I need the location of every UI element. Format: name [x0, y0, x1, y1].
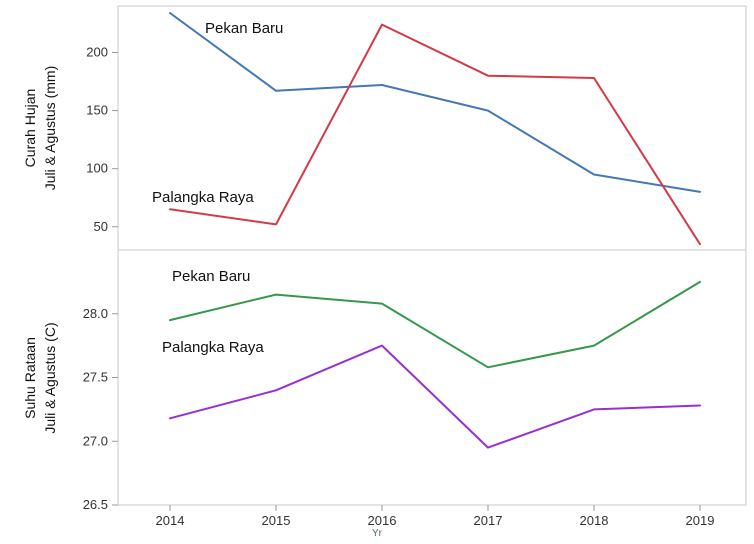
- y-axis-label-temperature: Suhu Rataan Juli & Agustus (C): [22, 322, 59, 434]
- x-tick-label: 2017: [474, 513, 503, 528]
- x-axis-title: Yr: [372, 528, 382, 539]
- x-tick-label: 2018: [580, 513, 609, 528]
- series-line-palangka-raya-top: [169, 23, 701, 246]
- series-label-pekan-baru-top: Pekan Baru: [205, 20, 283, 37]
- x-tick-label: 2016: [368, 513, 397, 528]
- series-label-palangka-raya-bottom: Palangka Raya: [162, 339, 264, 356]
- y-tick-label: 26.5: [83, 497, 108, 512]
- series-line-palangka-raya-bottom: [169, 344, 701, 449]
- panel-border-top: [117, 5, 747, 251]
- y-axis-label-rainfall: Curah Hujan Juli & Agustus (mm): [22, 65, 59, 191]
- panel-border-bottom: [117, 249, 747, 506]
- y-tick-label: 200: [86, 44, 108, 59]
- y-tick-label: 150: [86, 103, 108, 118]
- series-label-palangka-raya-top: Palangka Raya: [152, 189, 254, 206]
- y-tick-label: 50: [94, 219, 108, 234]
- y-tick-label: 27.5: [83, 370, 108, 385]
- series-label-pekan-baru-bottom: Pekan Baru: [172, 268, 250, 285]
- y-tick-label: 27.0: [83, 433, 108, 448]
- series-line-pekan-baru-bottom: [169, 280, 701, 369]
- y-tick-label: 28.0: [83, 306, 108, 321]
- x-tick-label: 2014: [156, 513, 185, 528]
- series-line-pekan-baru-top: [169, 12, 701, 193]
- x-tick-label: 2015: [262, 513, 291, 528]
- x-tick-label: 2019: [686, 513, 715, 528]
- y-tick-label: 100: [86, 161, 108, 176]
